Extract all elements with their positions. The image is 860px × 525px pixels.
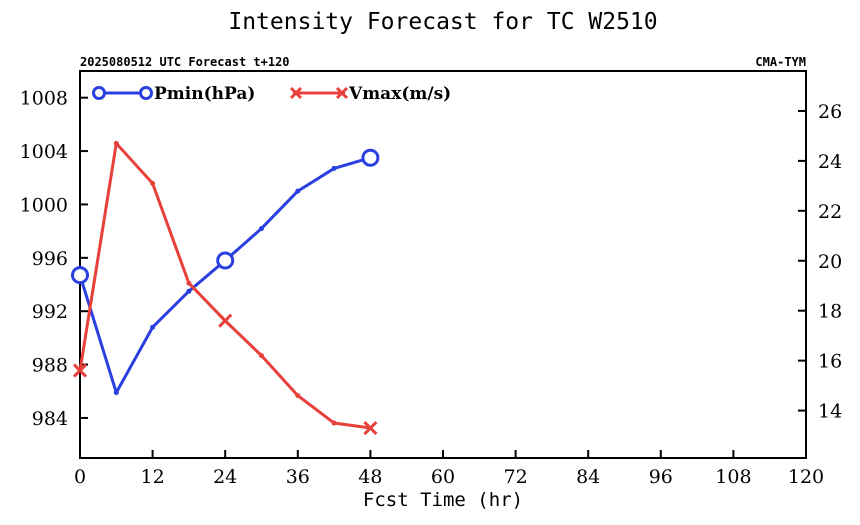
data-point	[150, 180, 156, 186]
chart-subtitle-right: CMA-TYM	[755, 55, 806, 69]
data-point-marker	[361, 148, 380, 167]
series-line	[78, 156, 371, 395]
data-point	[331, 165, 337, 171]
legend: Pmin(hPa) Vmax(m/s)	[92, 84, 451, 104]
data-point	[295, 393, 301, 399]
chart-subtitle-left: 2025080512 UTC Forecast t+120	[80, 55, 290, 69]
data-point	[186, 288, 192, 294]
x-tick-label: 0	[74, 466, 86, 488]
data-point	[331, 420, 337, 426]
data-point-marker	[71, 266, 89, 285]
x-tick-label: 12	[141, 466, 165, 488]
data-point-marker	[363, 420, 378, 436]
y-left-tick-label: 988	[32, 355, 68, 377]
y-right-tick-label: 14	[818, 401, 842, 423]
legend-label: Pmin(hPa)	[154, 84, 255, 104]
legend-item-pmin: Pmin(hPa)	[92, 84, 255, 104]
data-point	[295, 188, 301, 194]
x-stroke	[363, 420, 378, 436]
series-line	[78, 141, 371, 430]
y-left-tick-label: 1008	[20, 88, 68, 110]
plot-frame	[79, 70, 807, 459]
y-right-tick-label: 16	[818, 351, 842, 373]
x-axis-label: Fcst Time (hr)	[363, 489, 523, 511]
y-left-tick-label: 984	[32, 408, 68, 430]
y-right-tick-label: 24	[818, 151, 842, 173]
data-point	[113, 140, 119, 146]
x-stroke	[218, 313, 233, 328]
y-right-tick-label: 18	[818, 301, 842, 323]
x-tick-label: 96	[649, 466, 673, 488]
y-right-tick-label: 22	[818, 201, 842, 223]
y-right-tick-label: 26	[818, 101, 842, 123]
legend-marker	[289, 86, 303, 100]
data-point-marker	[216, 251, 235, 270]
x-stroke	[289, 86, 303, 100]
y-left-tick-label: 996	[32, 248, 68, 270]
data-point	[113, 390, 119, 396]
x-tick-label: 60	[431, 466, 455, 488]
axis-ticks: 0 12 24 36 48 60 72 84 96 108 120 984 988 992 996 1000 1…	[20, 88, 843, 488]
x-tick-label: 108	[715, 466, 751, 488]
data-point-marker	[72, 363, 88, 378]
data-point	[150, 324, 156, 330]
x-stroke	[335, 86, 349, 100]
legend-marker	[139, 86, 153, 100]
series-vmax	[72, 140, 378, 436]
x-tick-label: 72	[504, 466, 528, 488]
x-tick-label: 36	[286, 466, 310, 488]
series-layer	[71, 140, 380, 436]
legend-marker	[92, 86, 106, 100]
y-left-tick-label: 992	[32, 301, 68, 323]
legend-item-vmax: Vmax(m/s)	[289, 84, 451, 104]
data-point	[259, 353, 264, 359]
x-stroke	[72, 363, 88, 378]
x-tick-label: 84	[576, 466, 600, 488]
series-pmin	[71, 148, 380, 396]
y-left-tick-label: 1004	[20, 141, 68, 163]
x-tick-label: 48	[358, 466, 382, 488]
x-tick-label: 120	[788, 466, 824, 488]
x-tick-label: 24	[213, 466, 237, 488]
chart-title: Intensity Forecast for TC W2510	[228, 9, 657, 35]
data-point	[186, 280, 192, 286]
data-point-marker	[218, 313, 233, 328]
data-point	[259, 225, 264, 231]
y-left-tick-label: 1000	[20, 194, 68, 216]
y-right-tick-label: 20	[818, 251, 842, 273]
legend-label: Vmax(m/s)	[348, 84, 451, 104]
legend-marker	[335, 86, 349, 100]
